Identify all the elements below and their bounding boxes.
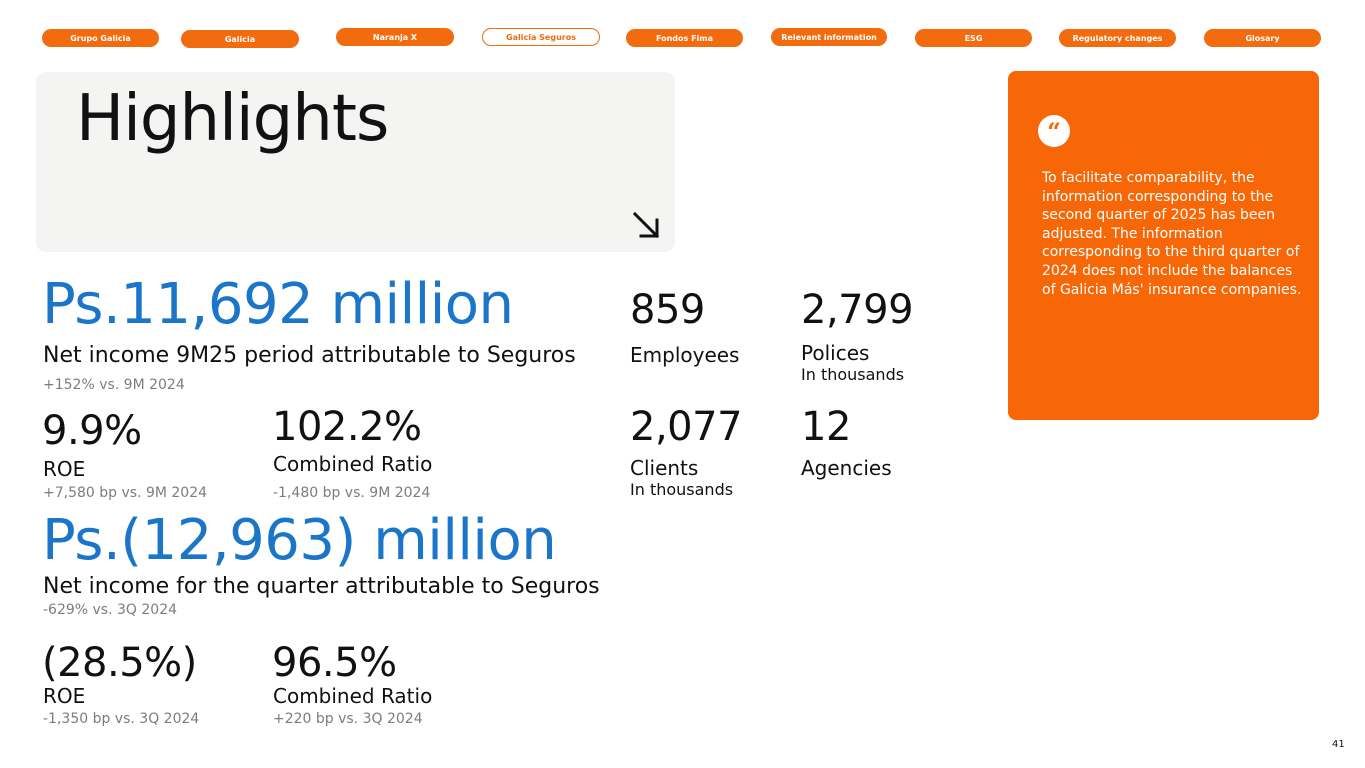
net-income-9m-comparison: +152% vs. 9M 2024 — [43, 377, 185, 393]
net-income-quarter-label: Net income for the quarter attributable … — [43, 574, 600, 599]
roe-quarter-label: ROE — [43, 684, 86, 708]
nav-relevant-information[interactable]: Relevant information — [771, 28, 887, 46]
nav-naranja-x[interactable]: Naranja X — [336, 28, 454, 46]
quote-icon: “ — [1038, 115, 1070, 147]
roe-9m-comparison: +7,580 bp vs. 9M 2024 — [43, 485, 208, 501]
polices-unit: In thousands — [801, 365, 905, 384]
roe-quarter-value: (28.5%) — [42, 640, 197, 686]
polices-label: Polices — [801, 341, 870, 365]
nav-fondos-fima[interactable]: Fondos Fima — [626, 29, 743, 47]
combined-ratio-quarter-value: 96.5% — [272, 640, 397, 686]
polices-value: 2,799 — [801, 287, 914, 333]
roe-9m-label: ROE — [43, 457, 86, 481]
nav-regulatory-changes[interactable]: Regulatory changes — [1059, 29, 1176, 47]
combined-ratio-quarter-comparison: +220 bp vs. 3Q 2024 — [273, 711, 423, 727]
page-title: Highlights — [76, 82, 389, 156]
comparability-note-text: To facilitate comparability, the informa… — [1042, 170, 1302, 298]
combined-ratio-9m-comparison: -1,480 bp vs. 9M 2024 — [273, 485, 431, 501]
combined-ratio-9m-label: Combined Ratio — [273, 452, 433, 476]
page-number: 41 — [1332, 739, 1345, 750]
nav-esg[interactable]: ESG — [915, 29, 1032, 47]
highlights-title-card: Highlights — [36, 72, 675, 252]
nav-galicia-seguros[interactable]: Galicia Seguros — [482, 28, 600, 46]
employees-label: Employees — [630, 343, 740, 367]
clients-unit: In thousands — [630, 480, 734, 499]
nav-grupo-galicia[interactable]: Grupo Galicia — [42, 29, 159, 47]
nav-galicia[interactable]: Galicia — [181, 30, 299, 48]
agencies-value: 12 — [801, 404, 851, 450]
comparability-note-card: “ To facilitate comparability, the infor… — [1008, 71, 1319, 420]
net-income-quarter-comparison: -629% vs. 3Q 2024 — [43, 602, 178, 618]
arrow-down-right-icon — [632, 211, 660, 239]
combined-ratio-quarter-label: Combined Ratio — [273, 684, 433, 708]
employees-value: 859 — [630, 287, 705, 333]
clients-value: 2,077 — [630, 404, 743, 450]
combined-ratio-9m-value: 102.2% — [272, 404, 422, 450]
clients-label: Clients — [630, 456, 699, 480]
net-income-quarter-value: Ps.(12,963) million — [42, 508, 557, 573]
agencies-label: Agencies — [801, 456, 892, 480]
nav-glosary[interactable]: Glosary — [1204, 29, 1321, 47]
net-income-9m-value: Ps.11,692 million — [42, 272, 514, 337]
roe-quarter-comparison: -1,350 bp vs. 3Q 2024 — [43, 711, 200, 727]
net-income-9m-label: Net income 9M25 period attributable to S… — [43, 343, 576, 368]
roe-9m-value: 9.9% — [42, 408, 142, 454]
